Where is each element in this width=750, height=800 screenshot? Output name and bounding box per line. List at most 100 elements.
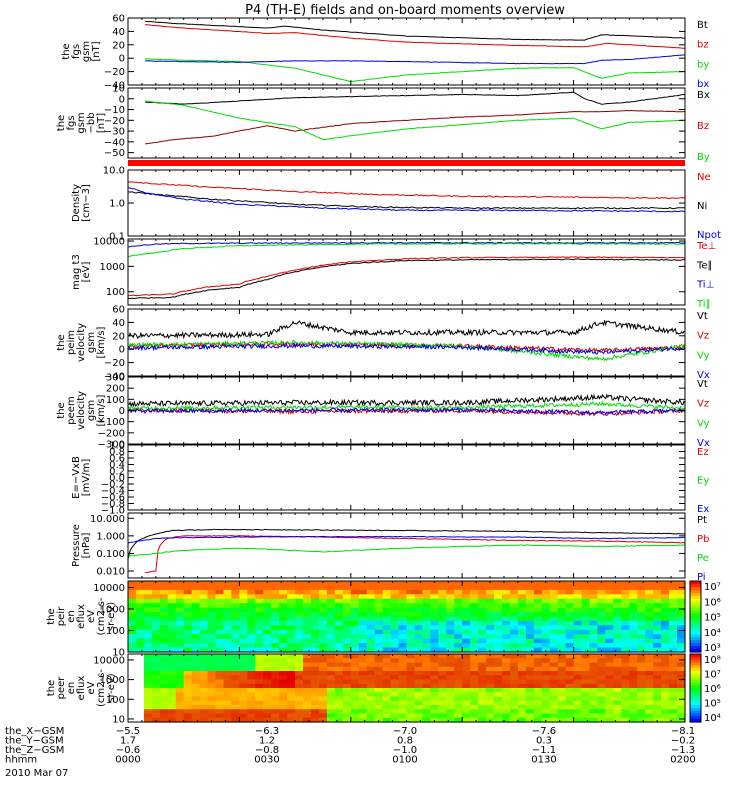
heatmap-cell — [255, 647, 264, 653]
heatmap-cell — [525, 594, 535, 600]
y-tick-label: 10000 — [93, 237, 125, 248]
heatmap-cell — [541, 585, 551, 591]
heatmap-cell — [271, 620, 280, 626]
heatmap-cell — [151, 616, 161, 622]
heatmap-cell — [398, 717, 408, 723]
heatmap-cell — [255, 594, 264, 600]
heatmap-cell — [470, 717, 479, 723]
heatmap-cell — [470, 634, 479, 640]
heatmap-cell — [613, 589, 622, 595]
heatmap-cell — [653, 700, 662, 706]
legend-item: Vy — [697, 350, 710, 361]
heatmap-cell — [311, 634, 320, 640]
heatmap-cell — [255, 625, 264, 631]
heatmap-cell — [430, 700, 439, 706]
y-tick-label: 10 — [112, 84, 125, 95]
heatmap-cell — [629, 696, 638, 702]
heatmap-cell — [358, 675, 368, 681]
heatmap-cell — [422, 581, 431, 587]
heatmap-cell — [239, 634, 248, 640]
heatmap-cell — [279, 612, 288, 618]
heatmap-cell — [494, 643, 503, 649]
series-black — [127, 320, 685, 340]
heatmap-cell — [303, 620, 312, 626]
heatmap-cell — [199, 589, 209, 595]
heatmap-cell — [557, 717, 567, 723]
heatmap-cell — [183, 647, 193, 653]
heatmap-cell — [486, 598, 495, 604]
heatmap-cell — [605, 709, 614, 715]
heatmap-cell — [494, 662, 503, 668]
heatmap-cell — [326, 616, 336, 622]
heatmap-cell — [382, 594, 392, 600]
heatmap-cell — [406, 713, 416, 719]
heatmap-cell — [247, 598, 256, 604]
heatmap-cell — [438, 616, 447, 622]
heatmap-cell — [366, 692, 376, 698]
heatmap-cell — [295, 671, 304, 676]
heatmap-cell — [486, 603, 495, 609]
heatmap-cell — [350, 598, 360, 604]
heatmap-cell — [446, 647, 455, 653]
heatmap-cell — [342, 688, 352, 693]
heatmap-cell — [295, 634, 304, 640]
heatmap-cell — [263, 598, 272, 604]
heatmap-cell — [223, 688, 233, 693]
heatmap-cell — [239, 589, 248, 595]
heatmap-cell — [334, 607, 344, 613]
heatmap-cell — [231, 638, 240, 644]
heatmap-cell — [128, 654, 137, 659]
heatmap-cell — [350, 717, 360, 723]
heatmap-cell — [135, 594, 145, 600]
heatmap-cell — [486, 671, 495, 676]
heatmap-cell — [637, 671, 646, 676]
heatmap-cell — [271, 683, 280, 689]
colorbar-step — [690, 654, 701, 658]
heatmap-cell — [533, 629, 543, 635]
heatmap-cell — [605, 603, 614, 609]
heatmap-cell — [231, 679, 240, 685]
heatmap-cell — [589, 713, 599, 719]
heatmap-cell — [295, 705, 304, 710]
heatmap-cell — [247, 717, 256, 723]
heatmap-cell — [255, 607, 264, 613]
heatmap-cell — [541, 662, 551, 668]
heatmap-cell — [414, 675, 424, 681]
heatmap-cell — [414, 662, 424, 668]
heatmap-cell — [143, 625, 153, 631]
heatmap-cell — [653, 662, 662, 668]
heatmap-cell — [621, 634, 630, 640]
heatmap-cell — [382, 688, 392, 693]
y-axis-label: thepeirenefluxeV(cm2-s-sr-eV) — [46, 597, 117, 635]
colorbar-step — [690, 646, 701, 650]
heatmap-cell — [390, 675, 400, 681]
heatmap-cell — [613, 585, 622, 591]
heatmap-cell — [629, 603, 638, 609]
heatmap-cell — [454, 688, 463, 693]
heatmap-cell — [271, 616, 280, 622]
heatmap-cell — [350, 662, 360, 668]
heatmap-cell — [358, 713, 368, 719]
heatmap-cell — [549, 675, 559, 681]
heatmap-cell — [255, 620, 264, 626]
heatmap-cell — [207, 634, 217, 640]
heatmap-cell — [478, 629, 487, 635]
heatmap-cell — [446, 581, 455, 587]
colorbar-step — [690, 586, 701, 591]
heatmap-cell — [398, 654, 408, 659]
heatmap-cell — [207, 603, 217, 609]
heatmap-cell — [167, 696, 177, 702]
y-tick-label: 0 — [119, 406, 125, 417]
y-tick-label: 100 — [106, 287, 125, 298]
y-tick-label: 100 — [106, 695, 125, 706]
heatmap-cell — [509, 612, 519, 618]
heatmap-cell — [199, 598, 209, 604]
colorbar-step — [690, 676, 701, 681]
colorbar-label: 10⁶ — [704, 684, 721, 695]
heatmap-cell — [669, 671, 678, 676]
heatmap-cell — [406, 666, 416, 672]
heatmap-cell — [438, 688, 447, 693]
heatmap-cell — [525, 634, 535, 640]
heatmap-cell — [199, 581, 209, 587]
